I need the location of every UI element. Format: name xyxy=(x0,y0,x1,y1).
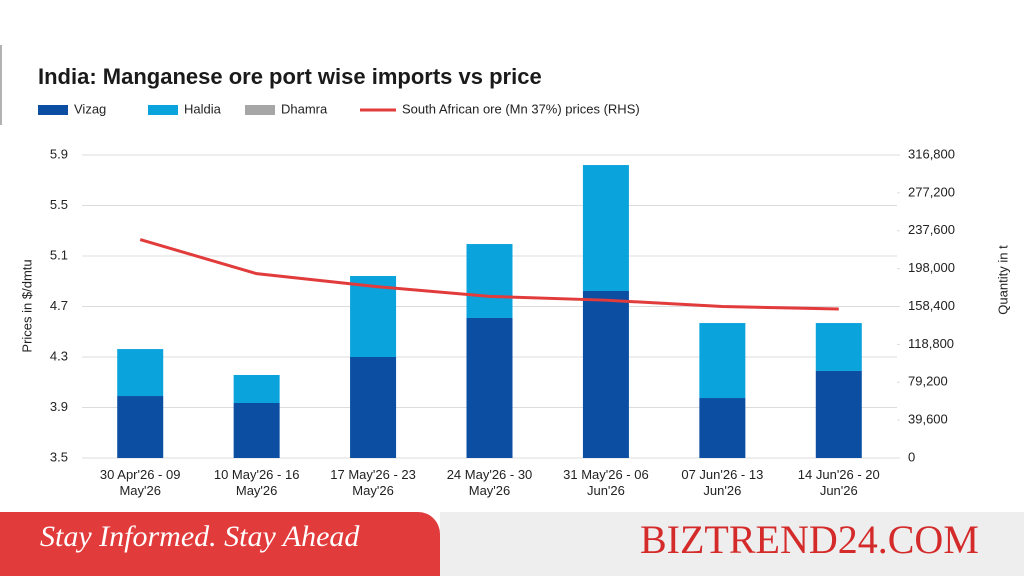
y-tick-label: 4.3 xyxy=(50,348,68,363)
bar xyxy=(466,317,513,458)
bar xyxy=(582,291,629,458)
bar xyxy=(233,374,280,404)
bar xyxy=(815,370,862,458)
price-line xyxy=(139,238,839,311)
legend-swatch xyxy=(38,105,68,115)
legend-label: South African ore (Mn 37%) prices (RHS) xyxy=(402,101,640,116)
y2-tick-label: 0 xyxy=(908,449,915,464)
legend-swatch xyxy=(148,105,178,115)
x-tick-label: 07 Jun'26 - 13 Jun'26 xyxy=(681,467,764,498)
banner-bg xyxy=(0,512,440,576)
bar xyxy=(117,396,164,458)
x-tick-label: 24 May'26 - 30 May'26 xyxy=(446,467,533,498)
y-tick-label: 5.5 xyxy=(50,197,68,212)
brand: BIZTREND24.COM xyxy=(640,517,979,562)
bar xyxy=(233,403,280,458)
y2-tick-label: 277,200 xyxy=(908,184,955,199)
bar xyxy=(699,398,746,458)
y2-tick-label: 237,600 xyxy=(908,222,955,237)
x-tick-label: 31 May'26 - 06 Jun'26 xyxy=(563,467,649,498)
y2-tick-label: 316,800 xyxy=(908,146,955,161)
chart-title: India: Manganese ore port wise imports v… xyxy=(38,64,542,89)
bar xyxy=(582,165,629,292)
legend-label: Dhamra xyxy=(281,101,328,116)
y-tick-label: 5.9 xyxy=(50,146,68,161)
legend-swatch xyxy=(245,105,275,115)
y2-tick-label: 198,000 xyxy=(908,260,955,275)
bar xyxy=(699,323,746,399)
x-tick-label: 17 May'26 - 23 May'26 xyxy=(330,467,416,498)
bar xyxy=(350,357,397,458)
legend-label: Vizag xyxy=(74,101,106,116)
y2-tick-label: 118,800 xyxy=(908,336,954,351)
y-axis-label: Prices in $/dmtu xyxy=(19,259,34,352)
y-tick-label: 4.7 xyxy=(50,298,68,313)
chart: India: Manganese ore port wise imports v… xyxy=(0,45,1010,464)
y2-axis-label: Quantity in t xyxy=(995,245,1010,315)
y2-tick-label: 79,200 xyxy=(908,374,948,389)
bar xyxy=(117,349,164,397)
bar xyxy=(815,323,862,371)
banner-bg xyxy=(440,512,1024,576)
bar xyxy=(466,244,513,318)
y-tick-label: 3.5 xyxy=(50,449,68,464)
y-tick-label: 3.9 xyxy=(50,399,68,414)
bar xyxy=(350,275,397,357)
x-tick-label: 14 Jun'26 - 20 Jun'26 xyxy=(797,467,880,498)
y2-tick-label: 158,400 xyxy=(908,298,955,313)
y-tick-label: 5.1 xyxy=(50,247,68,262)
legend-label: Haldia xyxy=(184,101,222,116)
x-tick-label: 30 Apr'26 - 09 May'26 xyxy=(99,467,181,498)
tagline: Stay Informed. Stay Ahead xyxy=(40,520,360,553)
y2-tick-label: 39,600 xyxy=(908,412,948,427)
x-tick-label: 10 May'26 - 16 May'26 xyxy=(213,467,300,498)
